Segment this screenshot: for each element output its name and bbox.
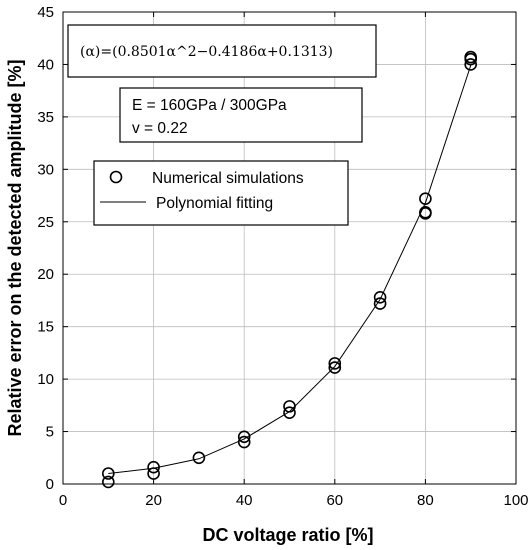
x-axis-title: DC voltage ratio [%] [202,525,373,545]
y-tick-label: 10 [37,371,54,388]
simulation-data-point [147,460,160,474]
x-tick-label: 0 [59,492,67,509]
simulation-data-point [283,400,296,413]
data-series [102,50,478,489]
plot-frame [62,11,517,485]
formula-box-frame [67,24,377,78]
legend-circle-marker-icon [109,170,123,184]
y-tick-label: 30 [37,161,54,178]
simulation-data-point [328,361,342,374]
simulation-data-point [147,467,160,480]
x-tick-label: 60 [326,492,343,509]
simulation-data-point [283,406,296,419]
parameter-box: E = 160GPa / 300GPa v = 0.22 [119,87,363,143]
simulation-data-point [102,475,115,489]
simulation-data-point [237,435,251,449]
simulation-data-point [237,430,251,444]
y-tick-label: 25 [37,214,54,231]
x-tick-label: 80 [417,492,434,509]
simulation-data-point [192,451,206,465]
axis-ticks [62,11,517,485]
formula-text: (α)=(0.8501α^2−0.4186α+0.1313) [80,44,333,60]
simulation-data-point [373,297,387,310]
x-tick-label: 100 [503,492,528,509]
formula-box: (α)=(0.8501α^2−0.4186α+0.1313) [67,24,377,78]
parameter-poisson-ratio: v = 0.22 [132,120,188,137]
x-tick-labels: 0 20 40 60 80 100 [59,492,529,509]
x-tick-label: 40 [236,492,253,509]
y-tick-label: 40 [37,56,54,73]
y-axis-title: Relative error on the detected amplitude… [5,59,25,436]
legend-label-polynomial-fitting: Polynomial fitting [156,195,273,212]
simulation-data-point [419,192,432,206]
simulation-data-point [419,206,432,219]
y-tick-label: 15 [37,319,54,336]
grid-lines [62,11,517,485]
simulation-data-point [464,50,478,64]
y-tick-label: 45 [37,4,54,21]
simulation-data-point [464,58,478,71]
y-tick-labels: 0 5 10 15 20 25 30 35 40 45 [37,4,54,493]
simulation-data-point [373,290,387,304]
y-tick-label: 20 [37,266,54,283]
simulation-data-point [102,467,115,480]
parameter-elastic-modulus: E = 160GPa / 300GPa [132,97,287,114]
y-tick-label: 35 [37,109,54,126]
simulation-data-point [328,357,342,370]
y-tick-label: 5 [46,424,54,441]
parameter-box-frame [119,87,363,143]
legend-label-numerical-simulations: Numerical simulations [152,170,304,187]
legend: Numerical simulations Polynomial fitting [93,160,349,226]
x-tick-label: 20 [145,492,162,509]
y-tick-label: 0 [46,476,54,493]
legend-frame [93,160,349,226]
